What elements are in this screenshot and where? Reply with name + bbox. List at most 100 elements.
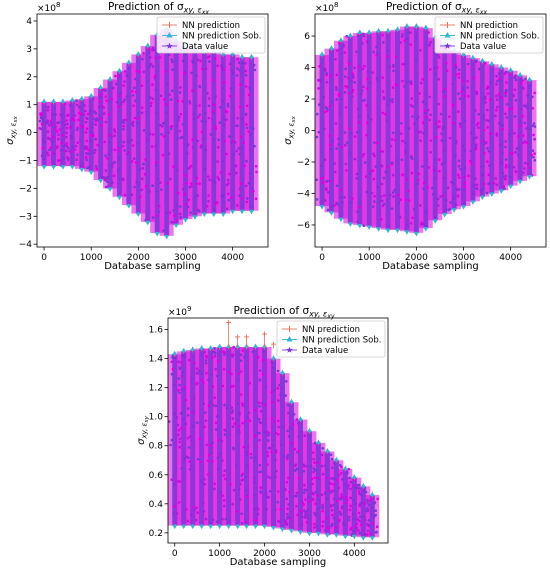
data-point	[306, 509, 310, 512]
data-point	[386, 55, 389, 58]
data-point	[315, 198, 319, 201]
data-point	[337, 137, 340, 141]
data-point	[334, 526, 338, 529]
legend-entry: NN prediction Sob.	[302, 336, 381, 346]
data-point	[454, 66, 458, 70]
data-point	[198, 437, 202, 441]
data-point	[255, 507, 258, 510]
data-point	[527, 127, 530, 130]
data-point	[307, 514, 310, 518]
data-point	[368, 171, 372, 174]
data-point	[177, 377, 181, 380]
core-4	[79, 99, 85, 169]
data-point	[191, 138, 195, 141]
sob-marker	[366, 225, 372, 231]
data-point	[497, 72, 501, 75]
data-point	[203, 167, 206, 171]
data-point	[209, 447, 212, 450]
sob-marker	[79, 167, 85, 173]
y-axis-label-sub2: xx	[291, 115, 297, 123]
data-point	[461, 144, 465, 148]
data-point	[110, 135, 113, 139]
data-point	[337, 143, 340, 146]
data-point	[397, 193, 400, 197]
data-point	[188, 460, 191, 463]
data-point	[229, 87, 233, 90]
data-point	[477, 67, 481, 71]
legend-box	[276, 320, 386, 358]
data-point	[133, 185, 136, 189]
data-point	[350, 526, 353, 530]
core-18	[333, 460, 339, 535]
data-point	[355, 177, 359, 180]
data-point	[52, 136, 55, 139]
data-point	[329, 491, 333, 494]
data-point	[386, 103, 390, 107]
data-point	[85, 158, 88, 162]
data-point	[180, 374, 184, 378]
data-point	[472, 76, 476, 80]
data-point	[508, 133, 511, 136]
data-point	[53, 152, 56, 156]
data-point	[339, 463, 342, 467]
data-point	[287, 411, 290, 415]
data-point	[364, 175, 368, 178]
sob-marker	[357, 29, 363, 34]
data-point	[49, 119, 53, 123]
data-point	[258, 405, 262, 408]
data-point	[86, 166, 89, 170]
data-point	[406, 31, 410, 34]
data-point	[434, 135, 438, 139]
data-point	[514, 151, 517, 154]
data-point	[188, 468, 192, 471]
core-1	[51, 101, 56, 167]
data-point	[241, 61, 245, 65]
data-point	[495, 108, 498, 112]
data-point	[508, 73, 512, 76]
data-point	[342, 524, 346, 527]
sob-marker	[69, 97, 75, 102]
data-point	[177, 501, 181, 504]
data-point	[401, 33, 404, 36]
data-point	[141, 58, 144, 61]
data-point	[187, 456, 190, 460]
data-point	[358, 202, 362, 206]
data-point	[422, 187, 425, 191]
data-point	[280, 443, 283, 447]
data-point	[110, 97, 114, 101]
data-point	[356, 107, 360, 111]
data-point	[225, 406, 229, 410]
data-point	[204, 411, 207, 414]
core-11	[271, 358, 277, 528]
data-point	[246, 197, 249, 200]
sob-marker	[376, 27, 382, 33]
data-point	[175, 204, 178, 207]
data-point	[60, 142, 63, 145]
data-point	[71, 145, 74, 149]
data-point	[504, 88, 508, 92]
sob-marker	[135, 50, 141, 56]
data-point	[166, 82, 169, 86]
data-point	[454, 154, 457, 158]
data-point	[85, 146, 89, 149]
core-10	[262, 347, 268, 526]
sob-marker	[460, 205, 467, 210]
data-point	[422, 181, 426, 185]
data-point	[356, 220, 360, 224]
sob-marker	[98, 84, 104, 89]
sob-marker	[208, 344, 214, 350]
sob-marker	[88, 92, 94, 98]
sob-marker	[98, 179, 104, 184]
data-point	[123, 70, 127, 73]
data-point	[341, 478, 344, 481]
core-14	[297, 419, 303, 532]
chart-title: Prediction of σxy, εxx	[108, 1, 209, 16]
data-point	[77, 111, 81, 115]
data-point	[391, 98, 394, 101]
data-point	[439, 112, 443, 116]
data-point	[65, 114, 69, 117]
legend-entry: NN prediction	[302, 325, 360, 335]
core-12	[154, 34, 160, 234]
data-point	[504, 145, 507, 149]
